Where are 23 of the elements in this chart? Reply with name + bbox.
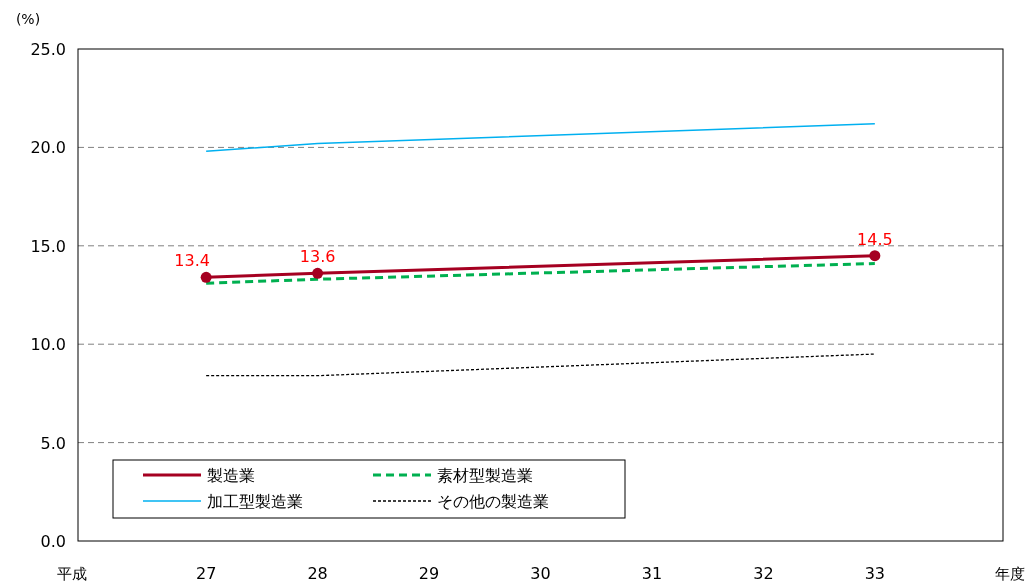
x-tick-label: 31 xyxy=(641,564,663,583)
y-tick-label: 15.0 xyxy=(30,236,66,256)
x-axis-title: 年度 xyxy=(995,565,1025,583)
x-tick-label: 33 xyxy=(864,564,886,583)
data-label: 13.6 xyxy=(299,247,336,267)
y-axis-title: (%) xyxy=(15,11,41,27)
x-tick-label: 29 xyxy=(418,564,440,583)
y-tick-label: 20.0 xyxy=(30,138,66,158)
y-tick-label: 25.0 xyxy=(30,40,66,59)
y-tick-label: 10.0 xyxy=(30,335,66,355)
legend-label: 製造業 xyxy=(207,466,255,485)
x-tick-label: 28 xyxy=(307,564,328,583)
legend-label: 加工型製造業 xyxy=(207,492,303,511)
x-tick-label: 30 xyxy=(530,564,551,583)
legend-label: 素材型製造業 xyxy=(437,466,533,485)
data-label: 14.5 xyxy=(857,229,893,249)
x-tick-label: 32 xyxy=(753,564,774,583)
y-tick-label: 5.0 xyxy=(40,433,66,453)
x-tick-label: 27 xyxy=(195,564,217,583)
y-tick-label: 0.0 xyxy=(40,532,66,551)
data-label: 13.4 xyxy=(174,251,210,271)
legend-label: その他の製造業 xyxy=(437,492,549,511)
text: 平成 xyxy=(57,565,87,583)
